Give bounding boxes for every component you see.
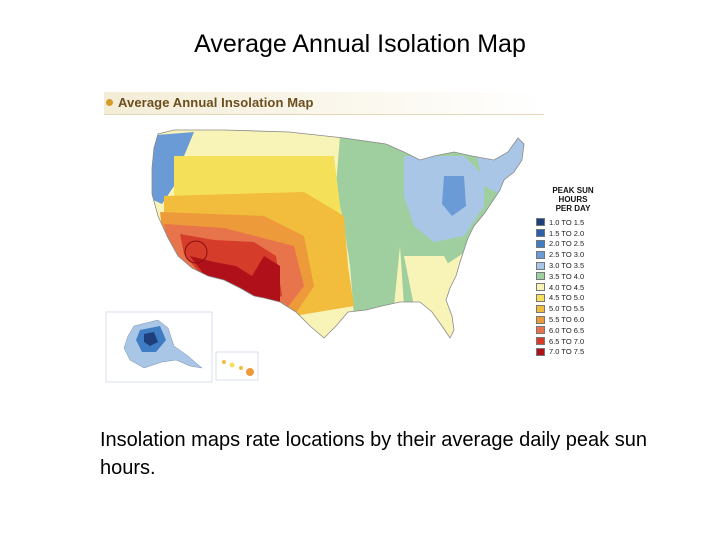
legend-item: 3.5 TO 4.0 <box>536 271 616 282</box>
zone-yellow-southeast <box>404 256 460 336</box>
legend-swatch <box>536 239 545 248</box>
legend-list: 1.0 TO 1.5 1.5 TO 2.0 2.0 TO 2.5 2.5 TO … <box>536 217 616 357</box>
insolation-map-figure: Average Annual Insolation Map <box>104 88 620 384</box>
slide-title: Average Annual Isolation Map <box>194 30 526 58</box>
alaska-darkest-zone <box>144 332 158 346</box>
legend-swatch <box>536 272 545 281</box>
legend-item: 5.0 TO 5.5 <box>536 303 616 314</box>
map-legend: PEAK SUN HOURS PER DAY 1.0 TO 1.5 1.5 TO… <box>536 186 616 357</box>
hawaii-island <box>222 360 226 364</box>
map-header-bar: Average Annual Insolation Map <box>104 92 544 115</box>
legend-swatch <box>536 229 545 238</box>
legend-item: 2.5 TO 3.0 <box>536 249 616 260</box>
legend-item: 6.5 TO 7.0 <box>536 336 616 347</box>
legend-swatch <box>536 293 545 302</box>
legend-item: 2.0 TO 2.5 <box>536 239 616 250</box>
legend-item: 1.5 TO 2.0 <box>536 228 616 239</box>
legend-swatch <box>536 261 545 270</box>
legend-swatch <box>536 326 545 335</box>
legend-item: 3.0 TO 3.5 <box>536 260 616 271</box>
hawaii-island <box>239 366 243 370</box>
legend-title: PEAK SUN HOURS PER DAY <box>552 186 594 213</box>
us-outline <box>151 129 525 339</box>
legend-item: 1.0 TO 1.5 <box>536 217 616 228</box>
legend-swatch <box>536 283 545 292</box>
legend-item: 4.0 TO 4.5 <box>536 282 616 293</box>
us-map-graphic <box>105 129 525 383</box>
legend-swatch <box>536 347 545 356</box>
map-header-title: Average Annual Insolation Map <box>118 95 314 110</box>
peak-marker <box>184 240 208 264</box>
legend-swatch <box>536 315 545 324</box>
legend-swatch <box>536 304 545 313</box>
legend-swatch <box>536 250 545 259</box>
legend-swatch <box>536 218 545 227</box>
hawaii-inset-frame <box>215 351 259 381</box>
zone-blue-dark-lakes <box>442 176 466 216</box>
legend-item: 5.5 TO 6.0 <box>536 314 616 325</box>
hawaii-island <box>229 362 235 368</box>
hawaii-island <box>246 368 254 376</box>
legend-item: 7.0 TO 7.5 <box>536 347 616 358</box>
legend-item: 4.5 TO 5.0 <box>536 293 616 304</box>
legend-item: 6.0 TO 6.5 <box>536 325 616 336</box>
slide-caption: Insolation maps rate locations by their … <box>100 429 647 479</box>
zone-blue-northwest <box>152 132 194 204</box>
legend-swatch <box>536 337 545 346</box>
zone-7-0-7-5 <box>190 256 280 304</box>
header-bullet-icon <box>106 99 113 106</box>
